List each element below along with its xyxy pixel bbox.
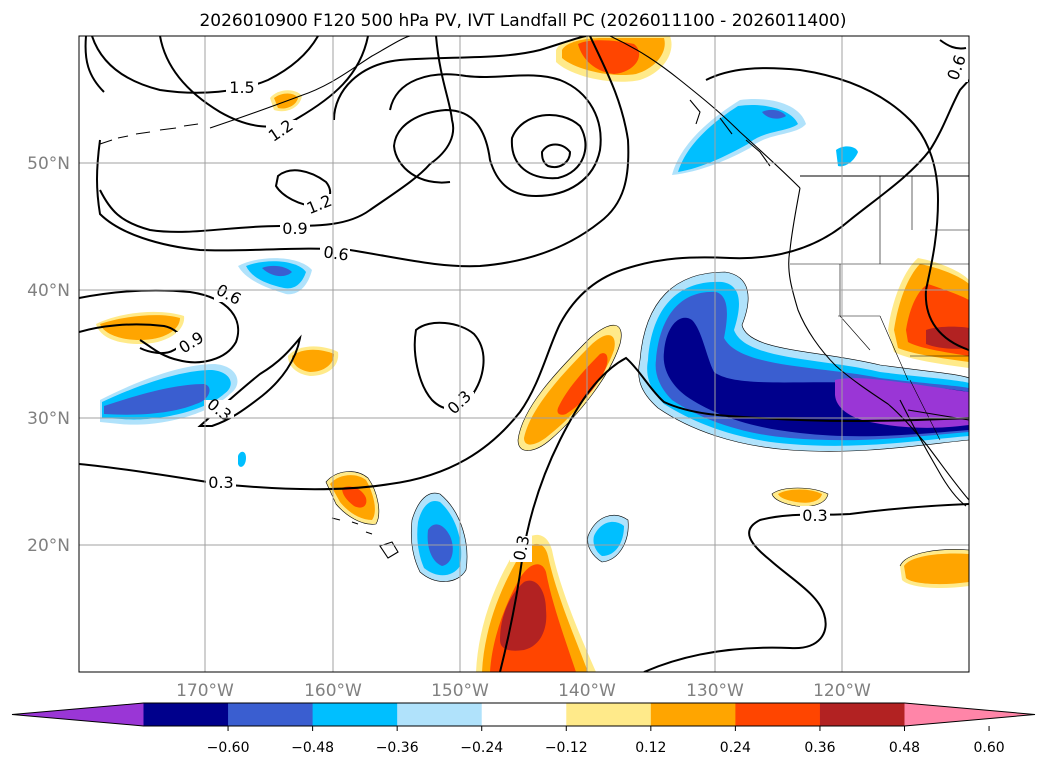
shading-outlines [325,271,969,582]
contour-label: 0.3 [510,533,534,562]
map-frame [78,35,970,673]
map-panel: 1.5 1.2 1.2 0.9 0.6 0.6 0.9 0.3 0.3 0.3 [78,35,970,673]
lon-label: 130°W [686,681,744,701]
contour-label: 0.3 [802,506,827,525]
alaska-red-orange-fill [578,40,640,74]
contour-label: 0.6 [322,242,350,264]
longitude-labels: 170°W 160°W 150°W 140°W 130°W 120°W [176,681,871,701]
lon-label: 150°W [431,681,489,701]
colorbar-extend-high [904,703,1035,726]
contour-label: 0.3 [208,473,233,492]
west-us-firebrick-fill [926,326,969,349]
colorbar-swatch [735,703,821,726]
pv-contour-tiny [540,143,572,168]
pv-contour-0.9 [99,36,455,233]
state-borders-2 [838,315,969,441]
colorbar-swatch [819,703,905,726]
colorbar-tick-label: 0.60 [973,740,1004,756]
map-title: 2026010900 F120 500 hPa PV, IVT Landfall… [199,11,846,31]
lat-label: 40°N [27,281,70,301]
latitude-labels: 50°N 40°N 30°N 20°N [27,154,70,556]
colorbar-tick-label: −0.24 [460,740,503,756]
pv-contour-low-outer [333,36,587,121]
sub-sky-blue-fill-2 [593,521,624,556]
contour-labels: 1.5 1.2 1.2 0.9 0.6 0.6 0.9 0.3 0.3 0.3 [175,52,969,562]
se-alaska-coast [609,36,801,189]
hawaii-big-island [379,541,399,559]
gridlines [79,36,969,672]
lat-label: 50°N [27,154,70,174]
pv-contour-0.3-main [79,79,969,491]
colorbar-tick-label: 0.36 [804,740,835,756]
south-firebrick-fill [500,580,547,651]
alaska-coast [209,36,411,129]
midpac-red-orange-fill [557,353,608,415]
colorbar-swatch [650,703,736,726]
alaska-islands [99,123,199,145]
pv-contour-1.5 [91,36,319,94]
pv-contour-0.3-mid [197,334,302,427]
pv-contour-1.2-west [159,36,369,128]
colorbar-outline [11,702,1036,727]
pv-contour-0.3-se [643,503,969,672]
pv-contour-0.6 [84,36,630,268]
colorbar-swatch [143,703,229,726]
lat-label: 20°N [27,536,70,556]
pv-contour-low-core [510,113,587,180]
contour-label: 0.9 [282,219,307,238]
pv-contour-0.6-west [79,289,240,364]
us-west-coast [788,187,969,501]
lon-label: 140°W [558,681,616,701]
lon-label: 160°W [304,681,362,701]
colorbar-tick-label: 0.12 [635,740,666,756]
colorbar: −0.60 −0.48 −0.36 −0.24 −0.12 0.12 0.24 0.36 0.4… [11,702,1036,756]
lon-label: 170°W [176,681,234,701]
colorbar-tick-label: −0.60 [207,740,250,756]
cp-royal-blue-fill-2 [104,384,210,415]
pv-contour-ne [705,67,969,351]
cp-royal-blue-fill-1 [262,265,292,277]
colorbar-swatch [566,703,652,726]
small-blue-fill [238,451,246,467]
colorbar-tick-label: −0.48 [291,740,334,756]
pv-orange-fill-small-core [292,349,334,372]
colorbar-tick-label: 0.24 [720,740,751,756]
contour-label: 1.5 [229,78,254,97]
colorbar-swatch [397,703,483,726]
dateline-orange-fill [100,315,180,340]
bc-sky-blue-fill [678,104,798,172]
bc-islands [689,99,771,167]
colorbar-tick-label: −0.36 [376,740,419,756]
bc-royal-blue-fill [762,109,786,119]
colorbar-swatch [228,703,314,726]
hawaii-red-orange-fill [342,486,367,508]
colorbar-extend-low [12,703,144,726]
coastlines [99,36,969,559]
pv-contour-low-inner [389,73,602,198]
colorbar-swatch [481,703,567,726]
lon-label: 120°W [813,681,871,701]
colorbar-swatch [312,703,398,726]
colorbar-tick-label: 0.48 [889,740,920,756]
lat-label: 30°N [27,409,70,429]
colorbar-tick-label: −0.12 [545,740,588,756]
baja-orange-fill [778,489,822,503]
mexico-orange-fill [904,553,969,585]
